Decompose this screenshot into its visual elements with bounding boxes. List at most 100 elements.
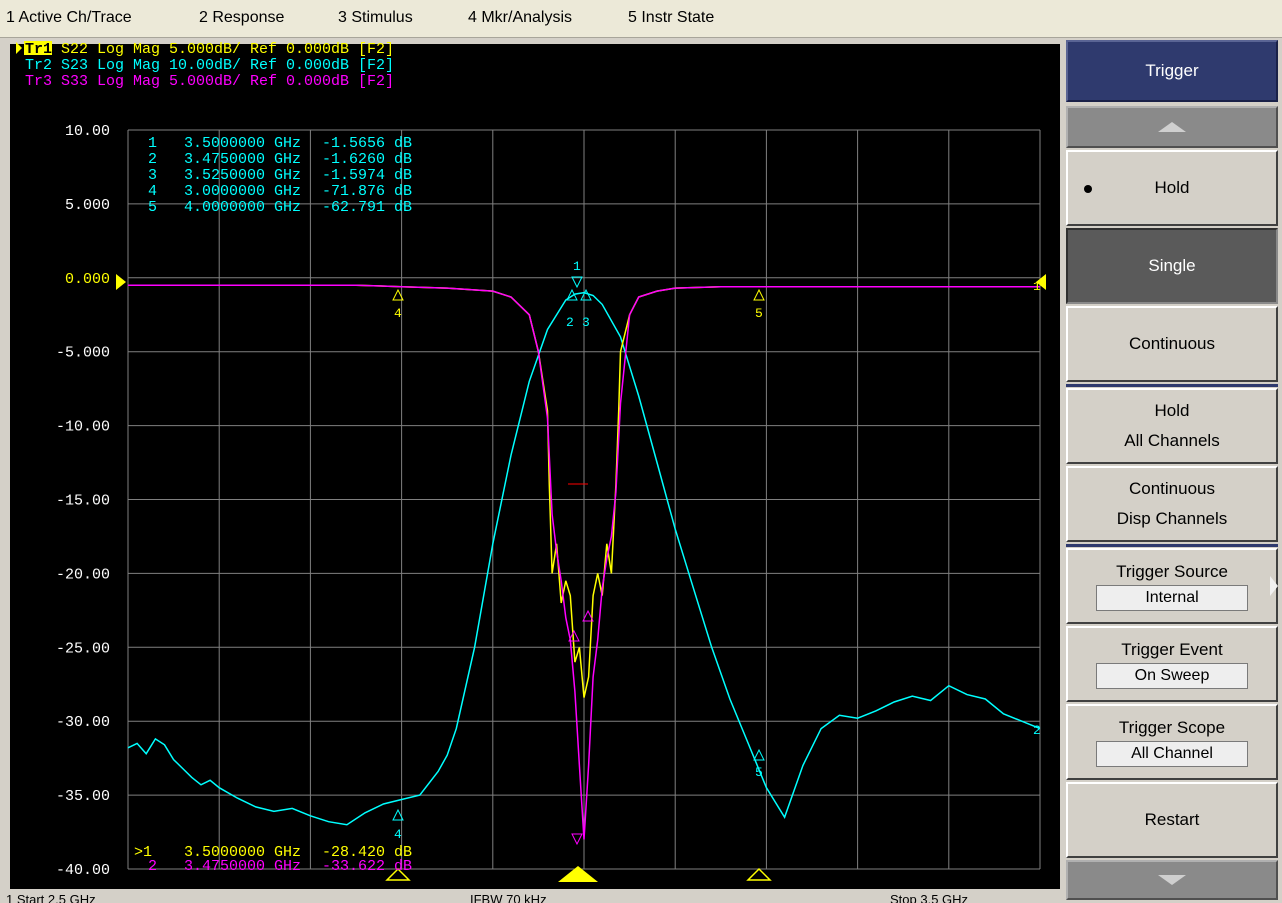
y-tick-label: 5.000 bbox=[65, 197, 110, 214]
trigger-source-value: Internal bbox=[1096, 584, 1248, 611]
menu-mkr-analysis[interactable]: 4 Mkr/Analysis bbox=[468, 9, 573, 26]
trace-2-info: S23 Log Mag 10.00dB/ Ref 0.000dB [F2] bbox=[52, 57, 394, 74]
single-button[interactable]: Single bbox=[1066, 228, 1278, 304]
marker-4-icon[interactable] bbox=[392, 288, 404, 301]
status-bar bbox=[0, 891, 1063, 903]
marker-5-s23-icon[interactable] bbox=[753, 748, 765, 761]
status-start: 1 Start 2.5 GHz bbox=[6, 892, 96, 903]
softkey-title-label: Trigger bbox=[1145, 61, 1199, 80]
marker-table: 1 3.5000000 GHz -1.5656 dB 2 3.4750000 G… bbox=[148, 135, 412, 216]
hold-all-line1: Hold bbox=[1154, 401, 1190, 420]
bottom-marker2-freq: 3.4750000 GHz bbox=[184, 858, 301, 875]
marker-table-n: 4 bbox=[148, 183, 157, 200]
hold-button[interactable]: Hold bbox=[1066, 150, 1278, 226]
menu-response[interactable]: 2 Response bbox=[199, 9, 285, 26]
bottom-marker2-val: -33.622 dB bbox=[322, 858, 412, 875]
marker-table-freq: 4.0000000 GHz bbox=[184, 199, 301, 216]
trace-line-tr2 bbox=[127, 291, 1041, 826]
cont-disp-line1: Continuous bbox=[1128, 479, 1215, 498]
status-ifbw: IFBW 70 kHz bbox=[470, 892, 547, 903]
marker-table-freq: 3.4750000 GHz bbox=[184, 151, 301, 168]
y-tick-label: -20.00 bbox=[56, 566, 110, 583]
trace-plot[interactable]: 10.00 5.000 0.000 -5.000 -10.00 -15.00 -20.00 -… bbox=[0, 38, 1063, 903]
marker-table-n: 3 bbox=[148, 167, 157, 184]
trigger-event-label: Trigger Event bbox=[1121, 639, 1223, 659]
hold-all-line2: All Channels bbox=[1124, 431, 1220, 450]
y-tick-label: -40.00 bbox=[56, 862, 110, 879]
trigger-source-button[interactable]: Trigger Source Internal bbox=[1066, 548, 1278, 624]
y-tick-label: -25.00 bbox=[56, 640, 110, 657]
marker-1-icon[interactable] bbox=[571, 276, 583, 289]
marker-table-freq: 3.5000000 GHz bbox=[184, 135, 301, 152]
bottom-marker-readout: >1 3.5000000 GHz -28.420 dB 2 3.4750000 … bbox=[134, 844, 412, 875]
marker-5-icon[interactable] bbox=[753, 288, 765, 301]
ref-level-left-arrow-icon[interactable] bbox=[116, 274, 126, 290]
separator bbox=[1066, 544, 1278, 547]
restart-label: Restart bbox=[1144, 810, 1200, 829]
traces bbox=[127, 284, 1041, 840]
marker-3-label: 3 bbox=[582, 315, 590, 330]
marker-3-icon[interactable] bbox=[580, 288, 592, 301]
y-tick-label: -15.00 bbox=[56, 493, 110, 510]
y-tick-label: 0.000 bbox=[65, 271, 110, 288]
grid bbox=[127, 129, 1041, 870]
continuous-button[interactable]: Continuous bbox=[1066, 306, 1278, 382]
marker-2-s33-icon[interactable] bbox=[568, 629, 580, 642]
marker-table-n: 1 bbox=[148, 135, 157, 152]
trigger-scope-label: Trigger Scope bbox=[1118, 717, 1226, 737]
active-trace-highlight bbox=[24, 41, 52, 55]
scroll-up-button[interactable] bbox=[1066, 106, 1278, 148]
menu-active-ch-trace[interactable]: 1 Active Ch/Trace bbox=[6, 9, 132, 26]
hold-label: Hold bbox=[1154, 178, 1190, 197]
measurement-display[interactable]: 10.00 5.000 0.000 -5.000 -10.00 -15.00 -20.00 -… bbox=[0, 38, 1063, 903]
cont-disp-line2: Disp Channels bbox=[1116, 509, 1228, 528]
marker-2-label: 2 bbox=[566, 315, 574, 330]
markers[interactable]: 1 2 3 4 5 4 5 1 2 bbox=[385, 259, 1041, 882]
status-bar-text: 1 Start 2.5 GHz IFBW 70 kHz Stop 3.5 GHz bbox=[6, 892, 968, 903]
trace-1-end-label: 1 bbox=[1033, 279, 1041, 294]
continuous-disp-channels-button[interactable]: Continuous Disp Channels bbox=[1066, 466, 1278, 542]
menu-instr-state[interactable]: 5 Instr State bbox=[628, 9, 715, 26]
y-tick-label: -30.00 bbox=[56, 714, 110, 731]
marker-1-s33-icon[interactable] bbox=[571, 833, 583, 846]
trace-1-id[interactable]: Tr1 bbox=[25, 41, 52, 58]
marker-table-freq: 3.5250000 GHz bbox=[184, 167, 301, 184]
menu-stimulus[interactable]: 3 Stimulus bbox=[338, 9, 413, 26]
stimulus-marker-5-icon[interactable] bbox=[746, 867, 772, 881]
marker-table-freq: 3.0000000 GHz bbox=[184, 183, 301, 200]
ref-level-right-arrow-icon[interactable] bbox=[1036, 274, 1046, 290]
marker-table-n: 5 bbox=[148, 199, 157, 216]
marker-2-icon[interactable] bbox=[566, 288, 578, 301]
marker-3-s33-icon[interactable] bbox=[582, 609, 594, 622]
trace-1-info: S22 Log Mag 5.000dB/ Ref 0.000dB [F2] bbox=[52, 41, 394, 58]
trace-line-tr3 bbox=[128, 284, 1040, 840]
trigger-scope-button[interactable]: Trigger Scope All Channel bbox=[1066, 704, 1278, 780]
active-trace-arrow-icon bbox=[16, 42, 22, 54]
trigger-scope-value: All Channel bbox=[1096, 740, 1248, 767]
marker-table-val: -1.6260 dB bbox=[322, 151, 412, 168]
trigger-event-value: On Sweep bbox=[1096, 662, 1248, 689]
continuous-label: Continuous bbox=[1128, 334, 1215, 353]
hold-all-channels-button[interactable]: Hold All Channels bbox=[1066, 388, 1278, 464]
trace-2-end-label: 2 bbox=[1033, 723, 1041, 738]
softkey-panel: Trigger Hold Single Continuous Hold All … bbox=[1063, 38, 1282, 903]
trigger-source-label: Trigger Source bbox=[1116, 561, 1228, 581]
scroll-down-button[interactable] bbox=[1066, 860, 1278, 900]
trace-header: Tr1 S22 Log Mag 5.000dB/ Ref 0.000dB [F2… bbox=[16, 41, 394, 90]
marker-4-s23-icon[interactable] bbox=[392, 808, 404, 821]
stimulus-marker-4-icon[interactable] bbox=[385, 867, 411, 881]
status-stop: Stop 3.5 GHz bbox=[890, 892, 968, 903]
submenu-arrow-icon bbox=[1270, 576, 1278, 596]
trace-2-id[interactable]: Tr2 bbox=[25, 57, 52, 74]
restart-button[interactable]: Restart bbox=[1066, 782, 1278, 858]
stimulus-marker-123-icon[interactable] bbox=[558, 866, 598, 882]
bottom-marker2-n: 2 bbox=[148, 858, 157, 875]
y-tick-label: -5.000 bbox=[56, 345, 110, 362]
trace-3-info: S33 Log Mag 5.000dB/ Ref 0.000dB [F2] bbox=[52, 73, 394, 90]
radio-dot-icon bbox=[1084, 185, 1092, 193]
plot-background bbox=[10, 44, 1060, 889]
marker-5-s23-label: 5 bbox=[755, 765, 763, 780]
bottom-marker-freq: 3.5000000 GHz bbox=[184, 844, 301, 861]
trace-3-id[interactable]: Tr3 bbox=[25, 73, 52, 90]
trigger-event-button[interactable]: Trigger Event On Sweep bbox=[1066, 626, 1278, 702]
